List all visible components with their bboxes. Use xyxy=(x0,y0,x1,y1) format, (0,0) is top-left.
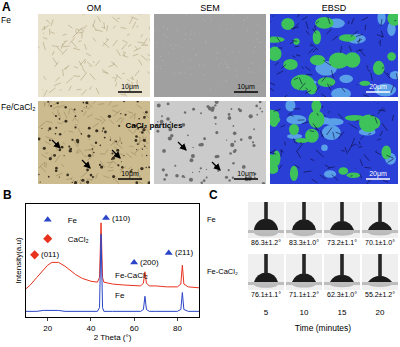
svg-text:20: 20 xyxy=(376,308,385,317)
svg-text:10μm: 10μm xyxy=(237,170,255,178)
svg-text:10μm: 10μm xyxy=(237,83,255,91)
svg-text:40: 40 xyxy=(86,324,95,333)
svg-text:76.1±1.1°: 76.1±1.1° xyxy=(251,291,281,298)
svg-text:Fe: Fe xyxy=(68,216,78,225)
svg-text:(110): (110) xyxy=(112,214,130,223)
svg-text:Fe/CaCl₂: Fe/CaCl₂ xyxy=(1,102,35,112)
svg-text:(211): (211) xyxy=(175,248,193,257)
svg-text:Time (minutes): Time (minutes) xyxy=(295,323,352,333)
svg-text:Fe: Fe xyxy=(207,215,216,224)
svg-text:Fe-CaCl₂: Fe-CaCl₂ xyxy=(115,271,148,280)
svg-text:55.2±1.2°: 55.2±1.2° xyxy=(365,291,395,298)
svg-text:C: C xyxy=(209,188,218,202)
svg-text:83.3±1.0°: 83.3±1.0° xyxy=(289,239,319,246)
svg-text:20μm: 20μm xyxy=(369,170,387,178)
html-text:B: B xyxy=(3,188,12,202)
svg-text:20μm: 20μm xyxy=(369,83,387,91)
svg-text:OM: OM xyxy=(87,3,102,13)
svg-text:EBSD: EBSD xyxy=(322,3,347,13)
svg-text:(011): (011) xyxy=(41,250,59,259)
svg-text:Intensity(a.u): Intensity(a.u) xyxy=(14,237,23,284)
svg-text:2 Theta (°): 2 Theta (°) xyxy=(94,333,132,342)
svg-text:SEM: SEM xyxy=(200,3,220,13)
svg-text:80: 80 xyxy=(173,324,182,333)
svg-text:CaCl₂: CaCl₂ xyxy=(68,235,89,244)
svg-text:10: 10 xyxy=(300,308,309,317)
svg-text:10μm: 10μm xyxy=(121,170,139,178)
svg-text:62.3±1.0°: 62.3±1.0° xyxy=(327,291,357,298)
svg-text:Fe: Fe xyxy=(1,15,11,25)
svg-text:15: 15 xyxy=(338,308,347,317)
svg-text:60: 60 xyxy=(130,324,139,333)
svg-text:Fe: Fe xyxy=(115,291,125,300)
svg-text:71.1±1.2°: 71.1±1.2° xyxy=(289,291,319,298)
svg-text:5: 5 xyxy=(264,308,269,317)
svg-text:86.3±1.2°: 86.3±1.2° xyxy=(251,239,281,246)
svg-text:73.2±1.1°: 73.2±1.1° xyxy=(327,239,357,246)
svg-text:CaCl₂ particles: CaCl₂ particles xyxy=(126,121,183,130)
svg-text:10μm: 10μm xyxy=(121,83,139,91)
svg-text:(200): (200) xyxy=(140,258,159,267)
svg-text:Fe-CaCl₂: Fe-CaCl₂ xyxy=(207,267,238,276)
svg-text:70.1±1.0°: 70.1±1.0° xyxy=(365,239,395,246)
svg-text:A: A xyxy=(2,0,11,14)
svg-text:20: 20 xyxy=(43,324,52,333)
